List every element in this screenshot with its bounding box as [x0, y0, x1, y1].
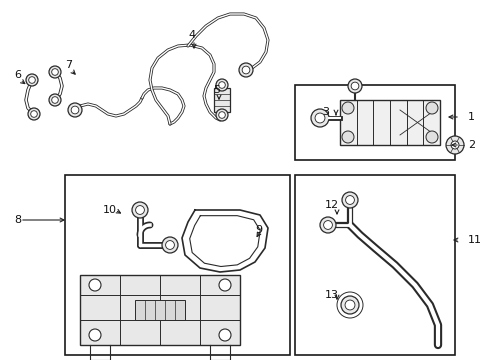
- Text: 2: 2: [467, 140, 474, 150]
- Circle shape: [347, 79, 361, 93]
- Text: 1: 1: [467, 112, 474, 122]
- Circle shape: [310, 109, 328, 127]
- Bar: [135, 300, 184, 320]
- Circle shape: [219, 279, 230, 291]
- Circle shape: [71, 106, 79, 114]
- Circle shape: [341, 131, 353, 143]
- Bar: [294, 85, 454, 160]
- Text: 11: 11: [467, 235, 481, 245]
- Circle shape: [89, 279, 101, 291]
- Circle shape: [49, 94, 61, 106]
- Circle shape: [219, 329, 230, 341]
- Circle shape: [345, 300, 354, 310]
- Circle shape: [89, 329, 101, 341]
- Circle shape: [242, 66, 249, 74]
- Circle shape: [28, 108, 40, 120]
- Text: 6: 6: [14, 70, 21, 80]
- Text: 5: 5: [213, 85, 220, 95]
- Circle shape: [218, 112, 225, 118]
- Circle shape: [29, 77, 35, 83]
- Text: 9: 9: [254, 225, 262, 235]
- Bar: [80, 275, 240, 345]
- Circle shape: [52, 69, 58, 75]
- Circle shape: [425, 131, 437, 143]
- Circle shape: [341, 192, 357, 208]
- Text: 10: 10: [103, 205, 117, 215]
- Circle shape: [26, 74, 38, 86]
- Text: 8: 8: [14, 215, 21, 225]
- Text: 12: 12: [325, 200, 339, 210]
- Circle shape: [350, 82, 358, 90]
- Circle shape: [216, 109, 227, 121]
- Circle shape: [218, 82, 225, 88]
- Circle shape: [31, 111, 37, 117]
- Circle shape: [340, 296, 358, 314]
- Circle shape: [341, 102, 353, 114]
- Circle shape: [239, 63, 252, 77]
- Circle shape: [319, 217, 335, 233]
- Circle shape: [135, 206, 144, 215]
- Text: 13: 13: [325, 290, 338, 300]
- Circle shape: [162, 237, 178, 253]
- Circle shape: [216, 79, 227, 91]
- Bar: [65, 175, 289, 355]
- Circle shape: [52, 97, 58, 103]
- Text: 3: 3: [321, 107, 328, 117]
- Circle shape: [450, 141, 458, 149]
- Circle shape: [314, 113, 325, 123]
- Circle shape: [323, 221, 332, 229]
- Circle shape: [68, 103, 82, 117]
- Bar: [214, 88, 229, 112]
- Circle shape: [425, 102, 437, 114]
- Circle shape: [132, 202, 148, 218]
- Text: 7: 7: [65, 60, 72, 70]
- Bar: [339, 100, 439, 145]
- Circle shape: [49, 66, 61, 78]
- Circle shape: [165, 240, 174, 249]
- Circle shape: [345, 195, 354, 204]
- Text: 4: 4: [187, 30, 195, 40]
- Circle shape: [445, 136, 463, 154]
- Bar: [294, 175, 454, 355]
